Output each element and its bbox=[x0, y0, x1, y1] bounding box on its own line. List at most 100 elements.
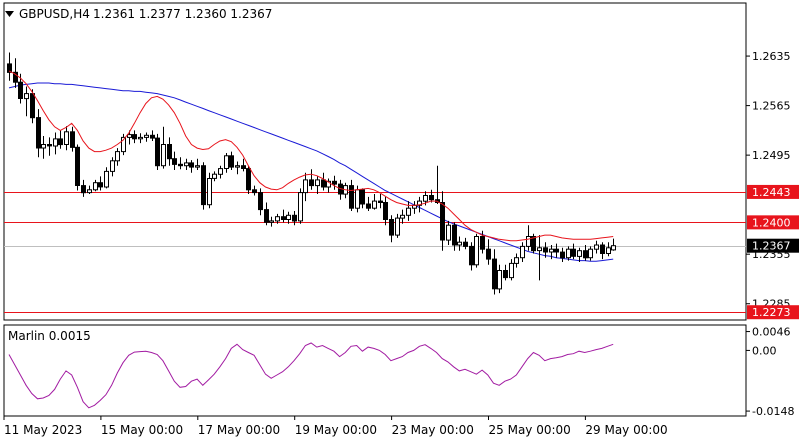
candle bbox=[64, 126, 69, 151]
candle-body bbox=[492, 258, 497, 290]
candle bbox=[577, 247, 582, 262]
candle bbox=[132, 130, 137, 144]
candle bbox=[224, 153, 229, 173]
time-tick-label: 29 May 00:00 bbox=[585, 423, 667, 437]
candle bbox=[315, 176, 320, 194]
price-tick-label: 1.2635 bbox=[752, 50, 791, 63]
candle-body bbox=[93, 182, 98, 191]
candle bbox=[474, 233, 479, 268]
candle bbox=[292, 211, 297, 226]
candle-body bbox=[178, 163, 183, 167]
candle-body bbox=[275, 216, 280, 222]
fast-moving-average bbox=[8, 70, 614, 242]
candle-body bbox=[167, 144, 172, 160]
candle bbox=[463, 237, 468, 250]
candle-body bbox=[155, 137, 160, 167]
candle-body bbox=[110, 160, 115, 172]
current-price-tag bbox=[747, 238, 799, 253]
candle bbox=[30, 89, 35, 124]
candle bbox=[326, 178, 331, 193]
candle-body bbox=[70, 131, 75, 148]
chart-frames bbox=[3, 2, 747, 417]
candle bbox=[400, 209, 405, 224]
level-price-label: 1.2273 bbox=[752, 306, 791, 319]
candle bbox=[195, 158, 200, 170]
candle-body bbox=[53, 138, 58, 147]
candle-body bbox=[115, 151, 120, 162]
candle-body bbox=[360, 189, 365, 205]
candle-body bbox=[349, 185, 354, 209]
candle-body bbox=[309, 179, 314, 187]
candle-body bbox=[440, 202, 445, 241]
time-tick-label: 25 May 00:00 bbox=[489, 423, 571, 437]
candle bbox=[492, 249, 497, 295]
candle-body bbox=[600, 244, 605, 254]
candle bbox=[178, 157, 183, 170]
candle bbox=[264, 202, 269, 226]
candle-body bbox=[583, 250, 588, 259]
candle bbox=[480, 230, 485, 254]
candle bbox=[41, 136, 46, 159]
candle-body bbox=[366, 203, 371, 209]
candle bbox=[303, 172, 308, 202]
candle bbox=[235, 161, 240, 175]
candle bbox=[440, 191, 445, 251]
candle-body bbox=[457, 241, 462, 246]
level-price-tag bbox=[747, 305, 799, 320]
candle-body bbox=[224, 155, 229, 170]
candle bbox=[571, 243, 576, 260]
level-price-label: 1.2400 bbox=[752, 216, 791, 229]
osc-tick-label: -0.0148 bbox=[752, 405, 794, 418]
current-price-label: 1.2367 bbox=[752, 240, 791, 253]
candle-body bbox=[486, 248, 491, 260]
candle-body bbox=[30, 93, 35, 119]
candlesticks bbox=[7, 52, 616, 295]
time-tick-label: 11 May 2023 bbox=[4, 423, 82, 437]
candle bbox=[554, 243, 559, 258]
candle bbox=[184, 158, 189, 170]
candle bbox=[560, 247, 565, 262]
candle-body bbox=[606, 247, 611, 255]
candle bbox=[115, 148, 120, 166]
symbol-label: GBPUSD,H4 bbox=[19, 7, 90, 21]
candle bbox=[13, 58, 18, 88]
candle-body bbox=[554, 248, 559, 253]
candle-body bbox=[161, 144, 166, 167]
candle bbox=[24, 86, 29, 117]
candle bbox=[566, 246, 571, 261]
oscillator-axis: 0.0046 0.00 -0.0148 bbox=[746, 326, 794, 418]
fast-ma-line bbox=[8, 70, 614, 242]
candle-body bbox=[144, 134, 149, 138]
candle-body bbox=[184, 162, 189, 167]
candle-body bbox=[480, 236, 485, 250]
candle bbox=[121, 133, 126, 156]
candle-body bbox=[24, 93, 29, 100]
candle bbox=[110, 157, 115, 177]
indicator-label: Marlin 0.0015 bbox=[8, 329, 91, 343]
candle bbox=[435, 165, 440, 204]
candle-body bbox=[98, 182, 103, 188]
candle-body bbox=[7, 63, 12, 73]
candle-body bbox=[355, 189, 360, 209]
candle bbox=[406, 201, 411, 221]
candle-body bbox=[469, 245, 474, 266]
candle-body bbox=[315, 179, 320, 187]
candle-body bbox=[195, 165, 200, 168]
price-tick-label: 1.2495 bbox=[752, 149, 791, 162]
candle-body bbox=[429, 195, 434, 201]
symbol-dropdown-triangle-icon[interactable] bbox=[5, 11, 14, 17]
oscillator-panel-frame bbox=[3, 324, 747, 417]
candle bbox=[395, 213, 400, 238]
candle bbox=[549, 245, 554, 260]
candle bbox=[212, 171, 217, 182]
candle-body bbox=[292, 214, 297, 222]
candle bbox=[104, 167, 109, 189]
candle-body bbox=[281, 216, 286, 220]
candle-body bbox=[543, 247, 548, 253]
price-axis: 1.26351.25651.24951.23551.22851.24431.24… bbox=[746, 50, 799, 320]
candle bbox=[53, 132, 58, 155]
candle bbox=[98, 176, 103, 191]
candle bbox=[366, 196, 371, 211]
